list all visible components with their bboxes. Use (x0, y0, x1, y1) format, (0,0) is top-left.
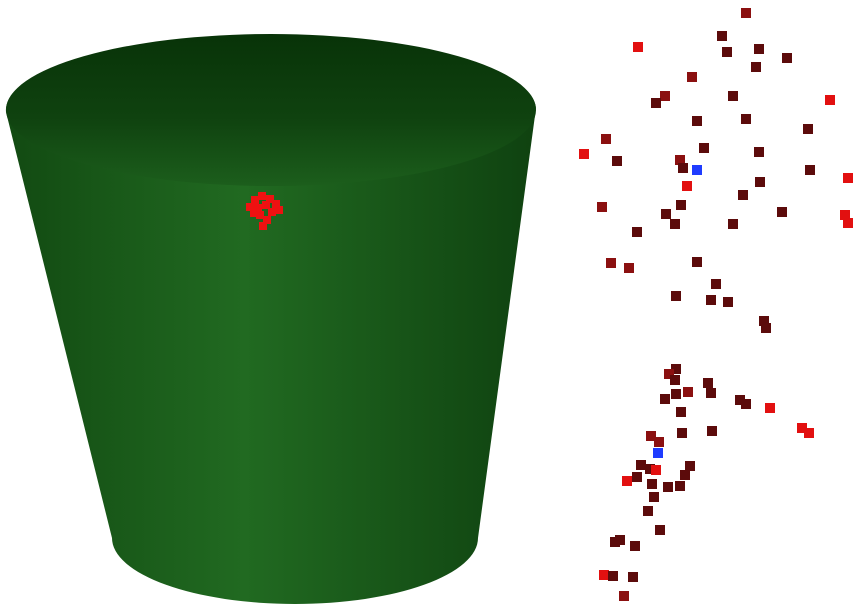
point (651, 98, 661, 108)
point (703, 378, 713, 388)
point (843, 218, 853, 228)
point (738, 190, 748, 200)
point (741, 8, 751, 18)
point (706, 295, 716, 305)
point (670, 219, 680, 229)
point (676, 407, 686, 417)
cluster-point (275, 206, 283, 214)
point (751, 62, 761, 72)
point (765, 403, 775, 413)
point (805, 165, 815, 175)
point (660, 91, 670, 101)
point (804, 428, 814, 438)
point (692, 257, 702, 267)
point (777, 207, 787, 217)
point (692, 165, 702, 175)
point (678, 163, 688, 173)
point (632, 472, 642, 482)
point (624, 263, 634, 273)
point (579, 149, 589, 159)
point (653, 448, 663, 458)
point (728, 219, 738, 229)
point (663, 482, 673, 492)
point (741, 114, 751, 124)
cylinder-top (6, 34, 536, 186)
point (651, 465, 661, 475)
point (687, 72, 697, 82)
point-set (579, 8, 853, 601)
point-cloud-view (0, 0, 860, 605)
point (633, 42, 643, 52)
cluster-point (258, 192, 266, 200)
point (843, 173, 853, 183)
point (683, 387, 693, 397)
point (707, 426, 717, 436)
point (612, 156, 622, 166)
cluster-point (268, 208, 276, 216)
point (728, 91, 738, 101)
point (654, 437, 664, 447)
point (601, 134, 611, 144)
point (761, 323, 771, 333)
point (711, 279, 721, 289)
point (685, 461, 695, 471)
point (755, 177, 765, 187)
point (675, 481, 685, 491)
point (647, 479, 657, 489)
point (722, 47, 732, 57)
cluster-point (259, 222, 267, 230)
cluster-point (250, 209, 258, 217)
cluster-point (262, 201, 270, 209)
point (671, 291, 681, 301)
point (606, 258, 616, 268)
point (661, 209, 671, 219)
point (599, 570, 609, 580)
point (677, 428, 687, 438)
point (670, 375, 680, 385)
point (636, 460, 646, 470)
point (660, 394, 670, 404)
point (682, 181, 692, 191)
point (630, 541, 640, 551)
point (680, 470, 690, 480)
point (803, 124, 813, 134)
point (608, 571, 618, 581)
point (699, 143, 709, 153)
point (754, 147, 764, 157)
point (671, 389, 681, 399)
point (632, 227, 642, 237)
point (692, 116, 702, 126)
point (723, 297, 733, 307)
cluster-point (251, 196, 259, 204)
point (655, 525, 665, 535)
point (610, 537, 620, 547)
point (597, 202, 607, 212)
point (643, 506, 653, 516)
point (649, 492, 659, 502)
point (676, 200, 686, 210)
point (622, 476, 632, 486)
point (706, 388, 716, 398)
point (628, 572, 638, 582)
point (825, 95, 835, 105)
point (741, 399, 751, 409)
point (717, 31, 727, 41)
point (782, 53, 792, 63)
point (754, 44, 764, 54)
point (619, 591, 629, 601)
